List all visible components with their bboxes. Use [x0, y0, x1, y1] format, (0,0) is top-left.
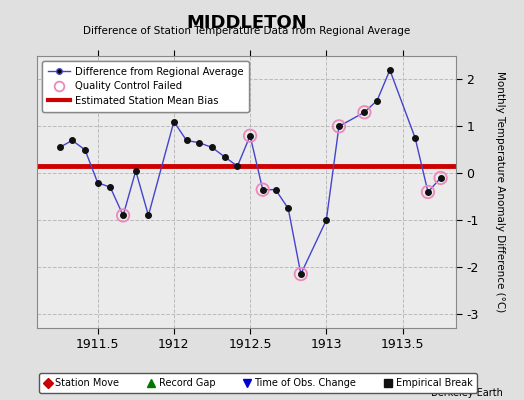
Point — [246, 132, 254, 139]
Legend: Station Move, Record Gap, Time of Obs. Change, Empirical Break: Station Move, Record Gap, Time of Obs. C… — [39, 374, 477, 393]
Point — [386, 67, 394, 73]
Point — [436, 175, 445, 181]
Point — [360, 109, 368, 116]
Point — [246, 132, 254, 139]
Point — [119, 212, 127, 219]
Point — [424, 189, 432, 195]
Y-axis label: Monthly Temperature Anomaly Difference (°C): Monthly Temperature Anomaly Difference (… — [495, 71, 505, 313]
Point — [258, 186, 267, 193]
Point — [208, 144, 216, 151]
Point — [106, 184, 115, 190]
Legend: Difference from Regional Average, Quality Control Failed, Estimated Station Mean: Difference from Regional Average, Qualit… — [42, 61, 249, 112]
Point — [221, 154, 229, 160]
Point — [170, 118, 178, 125]
Point — [258, 186, 267, 193]
Point — [373, 97, 381, 104]
Point — [360, 109, 368, 116]
Point — [233, 163, 242, 170]
Point — [322, 217, 331, 223]
Point — [93, 180, 102, 186]
Point — [436, 175, 445, 181]
Text: Berkeley Earth: Berkeley Earth — [431, 388, 503, 398]
Point — [56, 144, 64, 151]
Point — [132, 168, 140, 174]
Point — [119, 212, 127, 219]
Point — [271, 186, 280, 193]
Point — [424, 189, 432, 195]
Point — [182, 137, 191, 144]
Point — [335, 123, 343, 130]
Point — [195, 140, 203, 146]
Point — [68, 137, 77, 144]
Point — [297, 271, 305, 277]
Point — [81, 146, 89, 153]
Point — [411, 135, 419, 141]
Point — [144, 212, 152, 219]
Point — [297, 271, 305, 277]
Text: Difference of Station Temperature Data from Regional Average: Difference of Station Temperature Data f… — [83, 26, 410, 36]
Point — [335, 123, 343, 130]
Point — [284, 205, 292, 212]
Text: MIDDLETON: MIDDLETON — [186, 14, 307, 32]
